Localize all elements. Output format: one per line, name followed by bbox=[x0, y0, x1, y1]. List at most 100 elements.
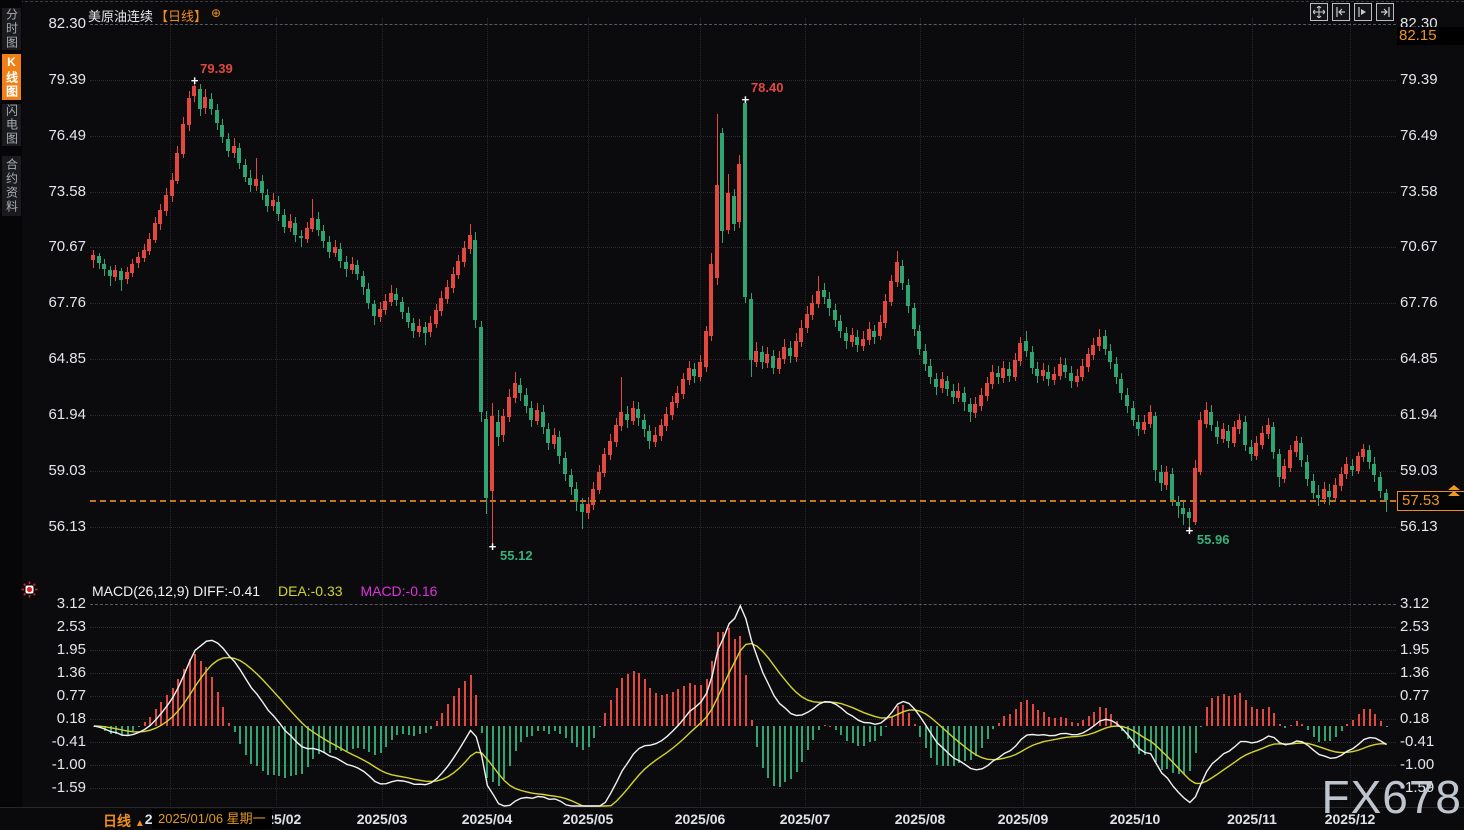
candle bbox=[416, 325, 421, 333]
macd-bar bbox=[823, 725, 826, 727]
candle bbox=[1198, 419, 1203, 472]
candle bbox=[523, 394, 528, 407]
candle bbox=[1276, 454, 1281, 478]
candle bbox=[1344, 463, 1349, 475]
macd-bar bbox=[581, 726, 584, 750]
candle bbox=[1259, 433, 1264, 445]
candle bbox=[1226, 431, 1231, 441]
indicator-settings-icon[interactable] bbox=[21, 581, 38, 603]
candle bbox=[113, 269, 118, 277]
macd-bar bbox=[1385, 726, 1388, 728]
macd-bar bbox=[160, 702, 163, 726]
circle-plus-icon[interactable]: ⊕ bbox=[211, 6, 222, 20]
scroll-to-end-icon[interactable] bbox=[1376, 3, 1394, 21]
sidebar-tab-3[interactable]: 闪电图 bbox=[2, 104, 21, 146]
gridline-v bbox=[920, 18, 921, 806]
macd-bar bbox=[334, 726, 337, 751]
sidebar-tab-4[interactable]: 合约资料 bbox=[2, 156, 21, 216]
candle bbox=[967, 404, 972, 413]
macd-bar bbox=[1132, 726, 1135, 748]
candle bbox=[546, 429, 551, 443]
candle bbox=[1316, 494, 1321, 499]
candle bbox=[1012, 360, 1017, 377]
candle bbox=[596, 471, 601, 490]
macd-bar bbox=[986, 726, 989, 739]
candle bbox=[950, 390, 955, 397]
macd-bar bbox=[1217, 696, 1219, 726]
period-selector[interactable]: 日线 ▲ bbox=[103, 811, 145, 830]
candle bbox=[192, 86, 197, 97]
macd-axis-label: 2.53 bbox=[1400, 618, 1430, 636]
candle bbox=[1102, 336, 1107, 349]
macd-bar bbox=[1200, 726, 1203, 727]
macd-bar bbox=[952, 726, 955, 767]
macd-bar bbox=[486, 726, 489, 778]
macd-bar bbox=[907, 712, 910, 726]
macd-bar bbox=[975, 726, 978, 756]
macd-bar bbox=[1194, 726, 1197, 753]
macd-bar bbox=[587, 726, 590, 747]
macd-bar bbox=[1172, 726, 1175, 774]
macd-bar bbox=[407, 726, 410, 735]
candle-wick bbox=[424, 321, 426, 346]
candle bbox=[1372, 463, 1377, 476]
candle bbox=[422, 326, 427, 334]
macd-bar bbox=[205, 666, 208, 726]
macd-bar bbox=[475, 695, 478, 726]
macd-bar bbox=[1048, 716, 1051, 726]
macd-bar bbox=[1256, 709, 1259, 726]
macd-bar bbox=[913, 724, 916, 726]
candle bbox=[248, 177, 253, 186]
pan-icon[interactable] bbox=[1310, 3, 1328, 21]
macd-bar bbox=[1329, 726, 1332, 742]
macd-bar bbox=[902, 705, 905, 726]
candle bbox=[838, 320, 843, 332]
gridline-h bbox=[90, 24, 1396, 25]
macd-bar bbox=[576, 726, 579, 748]
scroll-to-start-icon[interactable] bbox=[1332, 3, 1350, 21]
macd-bar bbox=[879, 726, 882, 737]
macd-bar bbox=[711, 660, 714, 726]
price-marker-triangle bbox=[1448, 490, 1460, 496]
macd-bar bbox=[340, 726, 343, 751]
macd-axis-label: 0.18 bbox=[1400, 709, 1430, 727]
sidebar-tab-2[interactable]: K线图 bbox=[2, 54, 21, 100]
sidebar-tab-1[interactable]: 分时图 bbox=[2, 8, 21, 50]
macd-bar bbox=[1222, 693, 1225, 726]
candle bbox=[995, 372, 1000, 378]
candle bbox=[124, 271, 129, 280]
macd-bar bbox=[154, 709, 157, 726]
macd-bar bbox=[255, 726, 258, 767]
candle bbox=[726, 193, 731, 230]
gridline-v bbox=[382, 18, 383, 806]
price-axis-label: 67.76 bbox=[1400, 294, 1438, 312]
price-axis-label: 56.13 bbox=[1400, 517, 1438, 535]
candle bbox=[169, 179, 174, 196]
candle bbox=[1237, 419, 1242, 430]
candle bbox=[1361, 448, 1366, 458]
candle bbox=[1074, 375, 1079, 383]
candle bbox=[877, 321, 882, 337]
candle-wick bbox=[581, 497, 583, 530]
candle bbox=[152, 222, 157, 241]
candle bbox=[1035, 368, 1040, 376]
macd-bar bbox=[565, 726, 568, 739]
candle bbox=[349, 264, 354, 270]
scroll-right-icon[interactable] bbox=[1354, 3, 1372, 21]
candle bbox=[973, 404, 978, 413]
candle bbox=[1265, 425, 1270, 435]
macd-bar bbox=[593, 726, 596, 739]
price-axis-label: 61.94 bbox=[1400, 406, 1438, 424]
macd-bar bbox=[211, 677, 214, 726]
macd-bar bbox=[739, 636, 742, 726]
gridline-h bbox=[90, 471, 1396, 473]
candle bbox=[372, 304, 376, 316]
candle bbox=[253, 178, 258, 187]
candle bbox=[934, 379, 938, 388]
macd-bar bbox=[683, 685, 686, 726]
candle bbox=[1327, 490, 1332, 497]
candle bbox=[1333, 485, 1338, 498]
candle bbox=[613, 425, 618, 442]
candle bbox=[428, 322, 433, 333]
candle bbox=[771, 356, 776, 368]
